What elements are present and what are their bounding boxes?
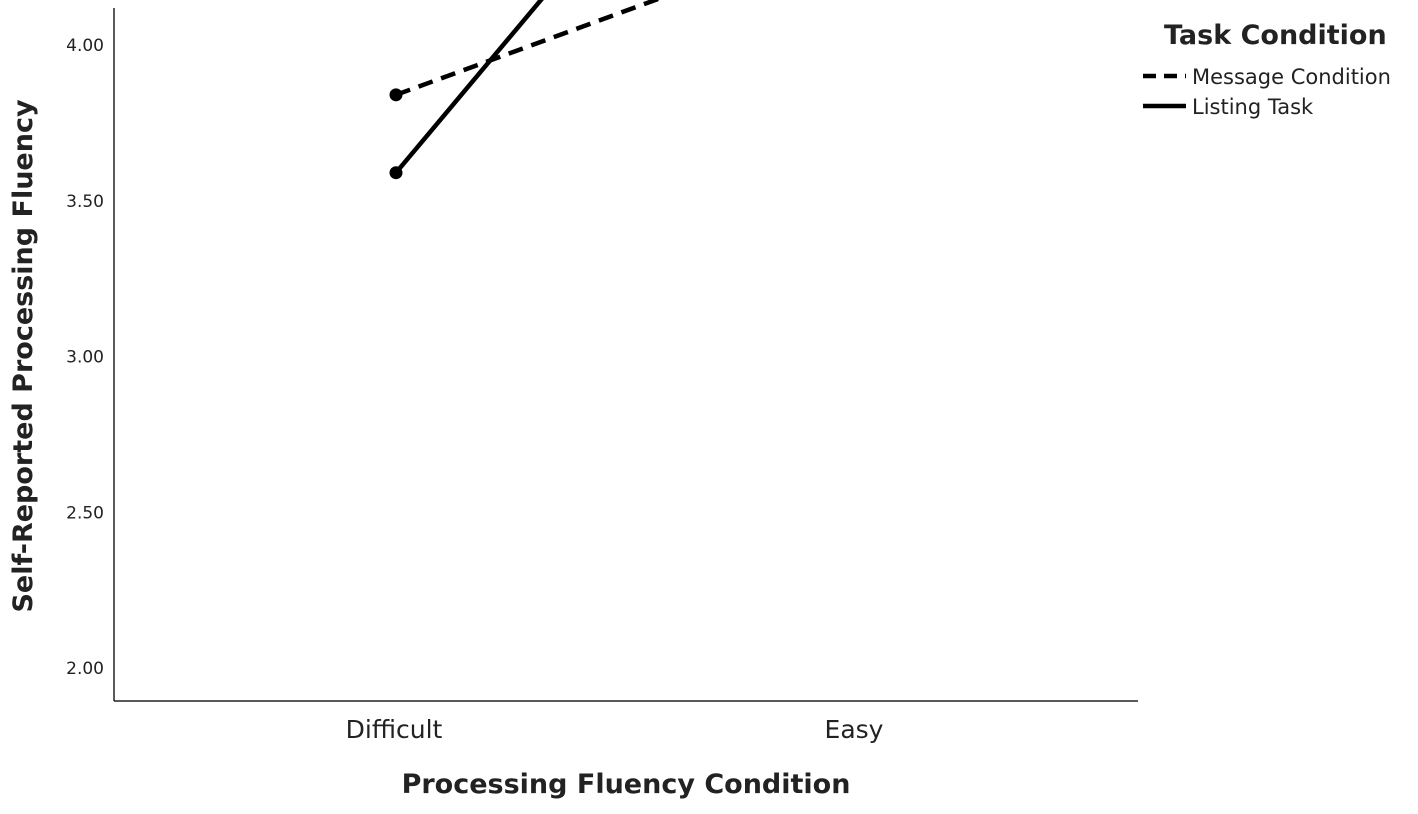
data-point-message-condition xyxy=(389,88,403,102)
x-tick-label: Easy xyxy=(825,715,884,744)
y-tick-label: 3.50 xyxy=(66,192,104,212)
legend-label-message-condition: Message Condition xyxy=(1192,65,1391,89)
y-tick-label: 2.00 xyxy=(66,659,104,679)
series-layer xyxy=(389,0,662,180)
legend: Task Condition Message Condition Listing … xyxy=(1143,20,1391,119)
legend-title: Task Condition xyxy=(1164,20,1387,51)
y-tick-label: 2.50 xyxy=(66,503,104,523)
axes-layer: 2.002.503.003.504.004.505.005.506.00Diff… xyxy=(66,8,1138,744)
y-tick-label: 3.00 xyxy=(66,348,104,368)
legend-label-listing-task: Listing Task xyxy=(1192,95,1314,119)
x-axis-title: Processing Fluency Condition xyxy=(402,769,851,800)
series-line-listing-task xyxy=(394,0,544,175)
series-line-message-condition xyxy=(395,0,662,97)
x-tick-label: Difficult xyxy=(346,715,443,744)
y-axis-title: Self-Reported Processing Fluency xyxy=(8,99,39,613)
data-point-listing-task xyxy=(389,166,403,180)
y-tick-label: 4.00 xyxy=(66,36,104,56)
